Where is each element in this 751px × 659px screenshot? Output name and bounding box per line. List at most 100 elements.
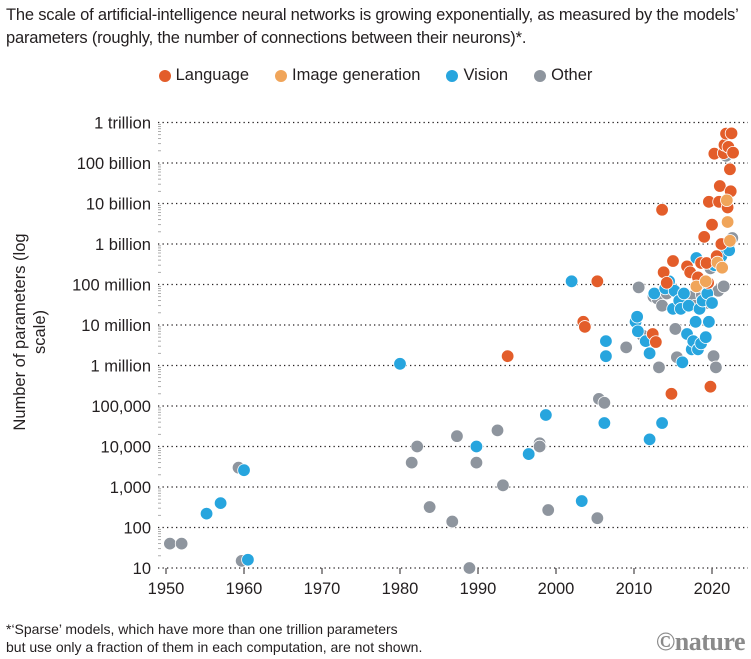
- x-tick-label: 1980: [382, 580, 419, 598]
- data-point-other: [469, 455, 484, 470]
- data-point-vision: [699, 330, 713, 344]
- data-point-other: [709, 360, 723, 375]
- y-axis: 10 100 1,000 10,000 100,000 1 million 10 milli…: [72, 115, 161, 578]
- legend-label-language: Language: [175, 66, 250, 84]
- data-point-other: [631, 280, 646, 295]
- data-point-vision: [647, 286, 661, 301]
- footnote-line-1: *‘Sparse’ models, which have more than o…: [6, 621, 398, 637]
- y-tick-label: 1 million: [90, 358, 151, 376]
- data-point-vision: [564, 274, 579, 288]
- data-point-other: [490, 423, 505, 438]
- y-tick-label: 10 million: [81, 317, 151, 335]
- data-point-vision: [642, 346, 657, 361]
- x-tick-label: 2010: [616, 580, 653, 598]
- data-point-vision: [655, 416, 669, 430]
- data-point-vision: [630, 310, 644, 324]
- x-tick-label: 2000: [538, 580, 575, 598]
- data-point-vision: [237, 463, 251, 477]
- data-point-language: [723, 162, 737, 176]
- y-tick-label: 100 billion: [77, 155, 151, 173]
- x-tick-label: 1950: [148, 580, 185, 598]
- y-tick-label: 1 trillion: [94, 115, 151, 133]
- chart-title: The scale of artificial-intelligence neu…: [6, 6, 738, 47]
- data-point-vision: [688, 315, 703, 329]
- x-tick-label: 1970: [304, 580, 341, 598]
- data-point-other: [541, 503, 555, 517]
- data-point-image-generation: [720, 193, 734, 207]
- y-tick-label: 1,000: [110, 479, 151, 497]
- legend-item-image-generation: Image generation: [275, 66, 420, 85]
- data-point-other: [619, 340, 633, 355]
- footnote-line-2: but use only a fraction of them in each …: [6, 639, 423, 655]
- data-point-vision: [702, 315, 716, 329]
- data-point-language: [713, 179, 727, 193]
- data-point-vision: [631, 324, 645, 338]
- data-points: [163, 126, 740, 575]
- legend-dot-other-icon: [534, 69, 547, 82]
- data-point-language: [590, 274, 605, 288]
- data-point-image-generation: [720, 215, 735, 229]
- legend: Language Image generation Vision Other: [0, 66, 751, 85]
- data-point-vision: [677, 286, 691, 301]
- legend-item-vision: Vision: [446, 66, 508, 85]
- y-tick-label: 1 billion: [95, 236, 151, 254]
- data-point-vision: [642, 432, 657, 447]
- x-tick-label: 1960: [226, 580, 263, 598]
- data-point-other: [597, 396, 612, 410]
- data-point-language: [655, 203, 669, 217]
- data-point-other: [590, 511, 605, 525]
- data-point-language: [705, 217, 719, 232]
- data-point-language: [666, 254, 680, 268]
- footnote: *‘Sparse’ models, which have more than o…: [6, 620, 422, 656]
- legend-item-other: Other: [534, 66, 592, 85]
- data-point-other: [163, 536, 177, 551]
- data-point-other: [174, 536, 189, 551]
- data-point-image-generation: [699, 274, 713, 288]
- data-point-other: [450, 429, 464, 443]
- data-point-other: [652, 360, 666, 375]
- data-point-other: [405, 455, 419, 470]
- data-point-language: [724, 126, 739, 141]
- data-point-other: [717, 279, 731, 294]
- data-point-vision: [675, 355, 690, 369]
- legend-item-language: Language: [158, 66, 250, 85]
- nature-logo: ©nature: [655, 627, 746, 656]
- y-tick-label: 10: [133, 560, 151, 578]
- legend-label-image-generation: Image generation: [292, 66, 421, 84]
- x-tick-label: 2020: [694, 580, 731, 598]
- grid: [158, 121, 748, 569]
- data-point-vision: [213, 496, 228, 510]
- data-point-other: [496, 478, 510, 493]
- y-tick-label: 10,000: [101, 439, 151, 457]
- data-point-vision: [705, 296, 719, 310]
- data-point-language: [649, 335, 663, 349]
- data-point-language: [703, 379, 718, 394]
- legend-dot-vision-icon: [446, 69, 459, 82]
- data-point-vision: [539, 408, 553, 422]
- data-point-image-generation: [715, 260, 729, 275]
- data-point-language: [578, 320, 592, 334]
- data-point-language: [726, 145, 740, 160]
- data-point-vision: [469, 439, 484, 454]
- legend-label-other: Other: [551, 66, 593, 84]
- data-point-language: [660, 276, 674, 290]
- y-tick-label: 100: [123, 520, 151, 538]
- data-point-vision: [241, 553, 255, 567]
- data-point-vision: [597, 416, 612, 430]
- data-point-vision: [575, 494, 589, 508]
- legend-label-vision: Vision: [463, 66, 509, 84]
- x-tick-label: 1990: [460, 580, 497, 598]
- legend-dot-language-icon: [158, 69, 171, 82]
- x-axis: 1950 1960 1970 1980 1990 2000 2010 2020: [148, 568, 731, 598]
- data-point-other: [668, 322, 683, 336]
- data-point-language: [664, 387, 679, 401]
- legend-dot-image-generation-icon: [275, 69, 288, 82]
- data-point-other: [445, 514, 459, 529]
- data-point-other: [422, 500, 437, 514]
- data-point-image-generation: [723, 234, 737, 248]
- y-tick-label: 10 billion: [86, 196, 151, 214]
- data-point-vision: [393, 357, 407, 371]
- data-point-other: [706, 349, 721, 363]
- data-point-language: [697, 230, 711, 244]
